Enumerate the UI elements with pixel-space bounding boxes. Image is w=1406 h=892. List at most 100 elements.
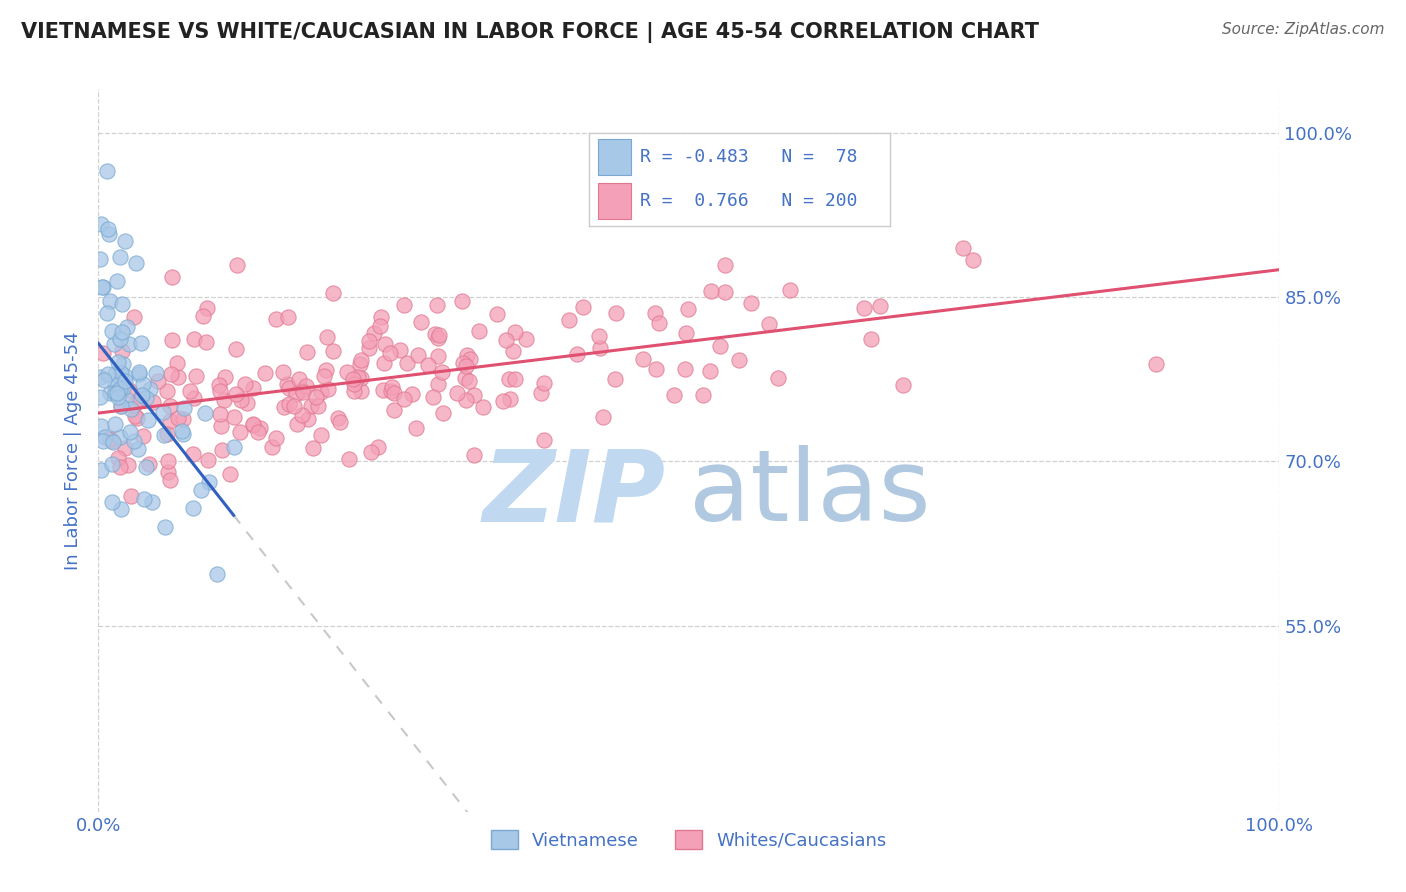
Point <box>111 343 134 358</box>
Point <box>136 413 159 427</box>
Point <box>294 379 316 393</box>
Point <box>105 275 128 289</box>
Point <box>208 407 231 421</box>
Point <box>90 280 112 294</box>
Point <box>337 451 360 466</box>
Point <box>589 341 612 355</box>
Point <box>122 310 145 324</box>
Point <box>208 378 231 392</box>
Point <box>426 298 449 312</box>
Point <box>278 381 301 395</box>
Point <box>357 341 380 355</box>
Text: Source: ZipAtlas.com: Source: ZipAtlas.com <box>1222 22 1385 37</box>
Point <box>117 337 139 351</box>
Point <box>249 421 271 435</box>
Point <box>93 434 115 448</box>
Point <box>108 251 131 265</box>
Point <box>114 234 136 248</box>
Point <box>392 298 415 312</box>
Point <box>131 388 153 402</box>
Point <box>486 307 509 321</box>
Point <box>388 343 411 357</box>
Point <box>100 457 122 471</box>
Point <box>159 473 181 487</box>
Point <box>114 369 136 384</box>
Point <box>219 467 242 482</box>
Point <box>678 302 700 317</box>
Point <box>869 299 891 313</box>
Point <box>322 343 344 358</box>
Point <box>565 347 588 361</box>
Point <box>225 387 247 401</box>
Point <box>1144 357 1167 371</box>
Point <box>107 354 129 368</box>
Point <box>374 337 396 351</box>
Point <box>605 306 627 320</box>
Point <box>108 430 131 444</box>
Point <box>90 419 112 434</box>
Point <box>758 318 780 332</box>
Point <box>453 371 475 385</box>
Point <box>214 369 236 384</box>
Point <box>208 384 231 398</box>
Point <box>108 459 131 474</box>
Point <box>515 332 537 346</box>
Point <box>427 331 450 345</box>
Point <box>91 346 114 360</box>
Point <box>209 418 232 433</box>
Point <box>342 372 364 386</box>
Point <box>195 335 218 350</box>
Point <box>380 380 402 394</box>
Point <box>368 319 391 334</box>
Point <box>271 365 294 379</box>
Point <box>692 388 714 402</box>
Point <box>406 348 429 362</box>
Point <box>422 390 444 404</box>
Point <box>350 352 373 367</box>
Point <box>225 258 247 272</box>
Point <box>328 411 350 425</box>
Point <box>264 312 287 326</box>
Point <box>295 345 318 359</box>
Point <box>631 352 654 367</box>
Point <box>155 520 177 534</box>
Point <box>214 393 236 408</box>
Legend: Vietnamese, Whites/Caucasians: Vietnamese, Whites/Caucasians <box>484 823 894 857</box>
Point <box>285 417 308 431</box>
Point <box>100 495 122 509</box>
Point <box>103 337 125 351</box>
Point <box>260 440 283 454</box>
Point <box>503 372 526 386</box>
Point <box>373 356 395 370</box>
Point <box>197 475 219 489</box>
Point <box>190 483 212 498</box>
Point <box>673 362 696 376</box>
Point <box>329 416 352 430</box>
Point <box>152 428 174 442</box>
Point <box>283 399 305 413</box>
Point <box>396 356 419 370</box>
Point <box>156 454 179 468</box>
Point <box>350 371 373 385</box>
Point <box>115 320 138 334</box>
Point <box>97 367 120 381</box>
Point <box>432 406 454 420</box>
Point <box>127 411 149 425</box>
Point <box>111 326 134 340</box>
Point <box>427 377 450 392</box>
Point <box>93 373 115 387</box>
Point <box>713 258 735 272</box>
Point <box>322 286 344 301</box>
Point <box>276 376 298 391</box>
Point <box>181 447 204 461</box>
Point <box>197 452 219 467</box>
Point <box>644 305 666 319</box>
Point <box>229 425 252 439</box>
Point <box>222 440 245 454</box>
Point <box>156 384 179 398</box>
Point <box>110 399 132 413</box>
Text: VIETNAMESE VS WHITE/CAUCASIAN IN LABOR FORCE | AGE 45-54 CORRELATION CHART: VIETNAMESE VS WHITE/CAUCASIAN IN LABOR F… <box>21 22 1039 44</box>
Point <box>191 309 214 323</box>
Point <box>456 348 478 362</box>
Point <box>768 371 790 385</box>
